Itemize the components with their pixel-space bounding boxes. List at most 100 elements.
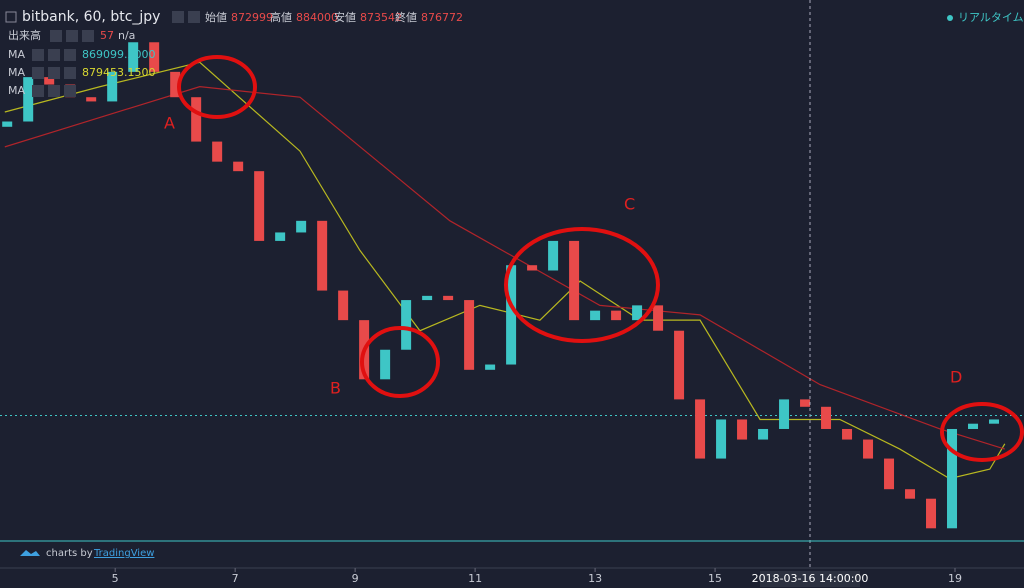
candle <box>107 71 118 102</box>
highlight-ellipse <box>504 227 660 343</box>
symbol: bitbank, 60, btc_jpy <box>22 9 160 25</box>
candle <box>86 97 97 102</box>
candle <box>464 300 475 370</box>
button[interactable] <box>48 85 60 97</box>
button[interactable] <box>64 49 76 61</box>
moving-average <box>4 61 1006 480</box>
x-tick-label: 7 <box>232 572 239 585</box>
ohlc-value: 876772 <box>421 11 463 24</box>
logo <box>20 550 40 556</box>
ma-value: 879453.1500 <box>82 66 155 79</box>
ohlc-value: 872999 <box>231 11 273 24</box>
button[interactable] <box>188 11 200 23</box>
annotation: D <box>950 368 962 387</box>
button[interactable] <box>48 67 60 79</box>
x-tick-label: 9 <box>352 572 359 585</box>
realtime[interactable]: リアルタイム <box>958 11 1024 24</box>
candle <box>695 399 706 459</box>
candle <box>821 406 832 429</box>
candle <box>443 295 454 301</box>
candle <box>254 171 265 241</box>
candle <box>128 42 139 72</box>
candle <box>632 305 643 321</box>
candle <box>170 71 181 98</box>
candle <box>527 265 538 271</box>
button[interactable] <box>64 67 76 79</box>
x-tick-label: 15 <box>708 572 722 585</box>
candle <box>737 419 748 440</box>
plot <box>0 42 1024 529</box>
button[interactable] <box>66 30 78 42</box>
annotation: B <box>330 379 341 398</box>
ohlc-value: 873542 <box>360 11 402 24</box>
branding-prefix: charts by <box>46 548 93 559</box>
candle <box>653 305 664 331</box>
candle <box>44 77 55 85</box>
ohlc-label: 始値 <box>205 10 227 24</box>
candle <box>149 42 160 72</box>
x-tick-label: 5 <box>112 572 119 585</box>
candle <box>401 300 412 350</box>
ohlc-label: 高値 <box>270 10 292 24</box>
crosshair-label: 2018-03-16 14:00:00 <box>752 572 869 585</box>
annotation: C <box>624 195 635 214</box>
candle <box>296 220 307 233</box>
realtime-dot <box>947 15 953 21</box>
x-tick-label: 11 <box>468 572 482 585</box>
ma-value: 869099.2000 <box>82 48 155 61</box>
candle <box>233 161 244 172</box>
volume-label: 出来高 <box>8 28 41 42</box>
x-axis <box>0 568 1024 588</box>
button[interactable] <box>32 85 44 97</box>
ohlc-value: 884000 <box>296 11 338 24</box>
candle <box>212 141 223 162</box>
candle <box>275 232 286 241</box>
candle <box>800 399 811 407</box>
x-tick-label: 13 <box>588 572 602 585</box>
candle <box>506 265 517 365</box>
moving-average <box>4 86 1005 450</box>
button[interactable] <box>172 11 184 23</box>
branding-link[interactable]: TradingView <box>93 548 154 559</box>
candle <box>989 419 1000 424</box>
candle <box>926 498 937 529</box>
candle <box>716 419 727 459</box>
annotation: A <box>164 114 175 133</box>
button[interactable] <box>50 30 62 42</box>
candle <box>338 290 349 321</box>
button[interactable] <box>64 85 76 97</box>
candle <box>380 349 391 380</box>
highlight-ellipse <box>940 402 1024 462</box>
button[interactable] <box>48 49 60 61</box>
x-tick-label: 19 <box>948 572 962 585</box>
candle <box>191 97 202 142</box>
button[interactable] <box>32 49 44 61</box>
volume-extra: n/a <box>118 29 135 42</box>
candle <box>548 240 559 271</box>
candle <box>569 240 580 321</box>
candle <box>947 428 958 529</box>
ohlc-label: 終値 <box>395 10 417 24</box>
crosshair-box <box>760 571 860 587</box>
ma-label: MA <box>8 66 25 79</box>
button[interactable] <box>32 67 44 79</box>
candle <box>779 399 790 429</box>
ohlc-label: 安値 <box>334 10 356 24</box>
candle <box>905 489 916 499</box>
candle <box>758 428 769 440</box>
candle <box>842 428 853 440</box>
candle <box>611 310 622 321</box>
volume-value: 57 <box>100 29 114 42</box>
ma-label: MA <box>8 84 25 97</box>
candle <box>674 330 685 400</box>
x-axis-ticks: 5 7 9 11 13 15 19 <box>112 568 962 585</box>
candle <box>968 423 979 429</box>
highlight-ellipse <box>360 326 440 398</box>
button[interactable] <box>82 30 94 42</box>
candle <box>2 121 13 127</box>
collapse-icon[interactable] <box>5 11 17 23</box>
candle <box>317 220 328 291</box>
candle <box>23 77 34 122</box>
candle <box>863 439 874 459</box>
